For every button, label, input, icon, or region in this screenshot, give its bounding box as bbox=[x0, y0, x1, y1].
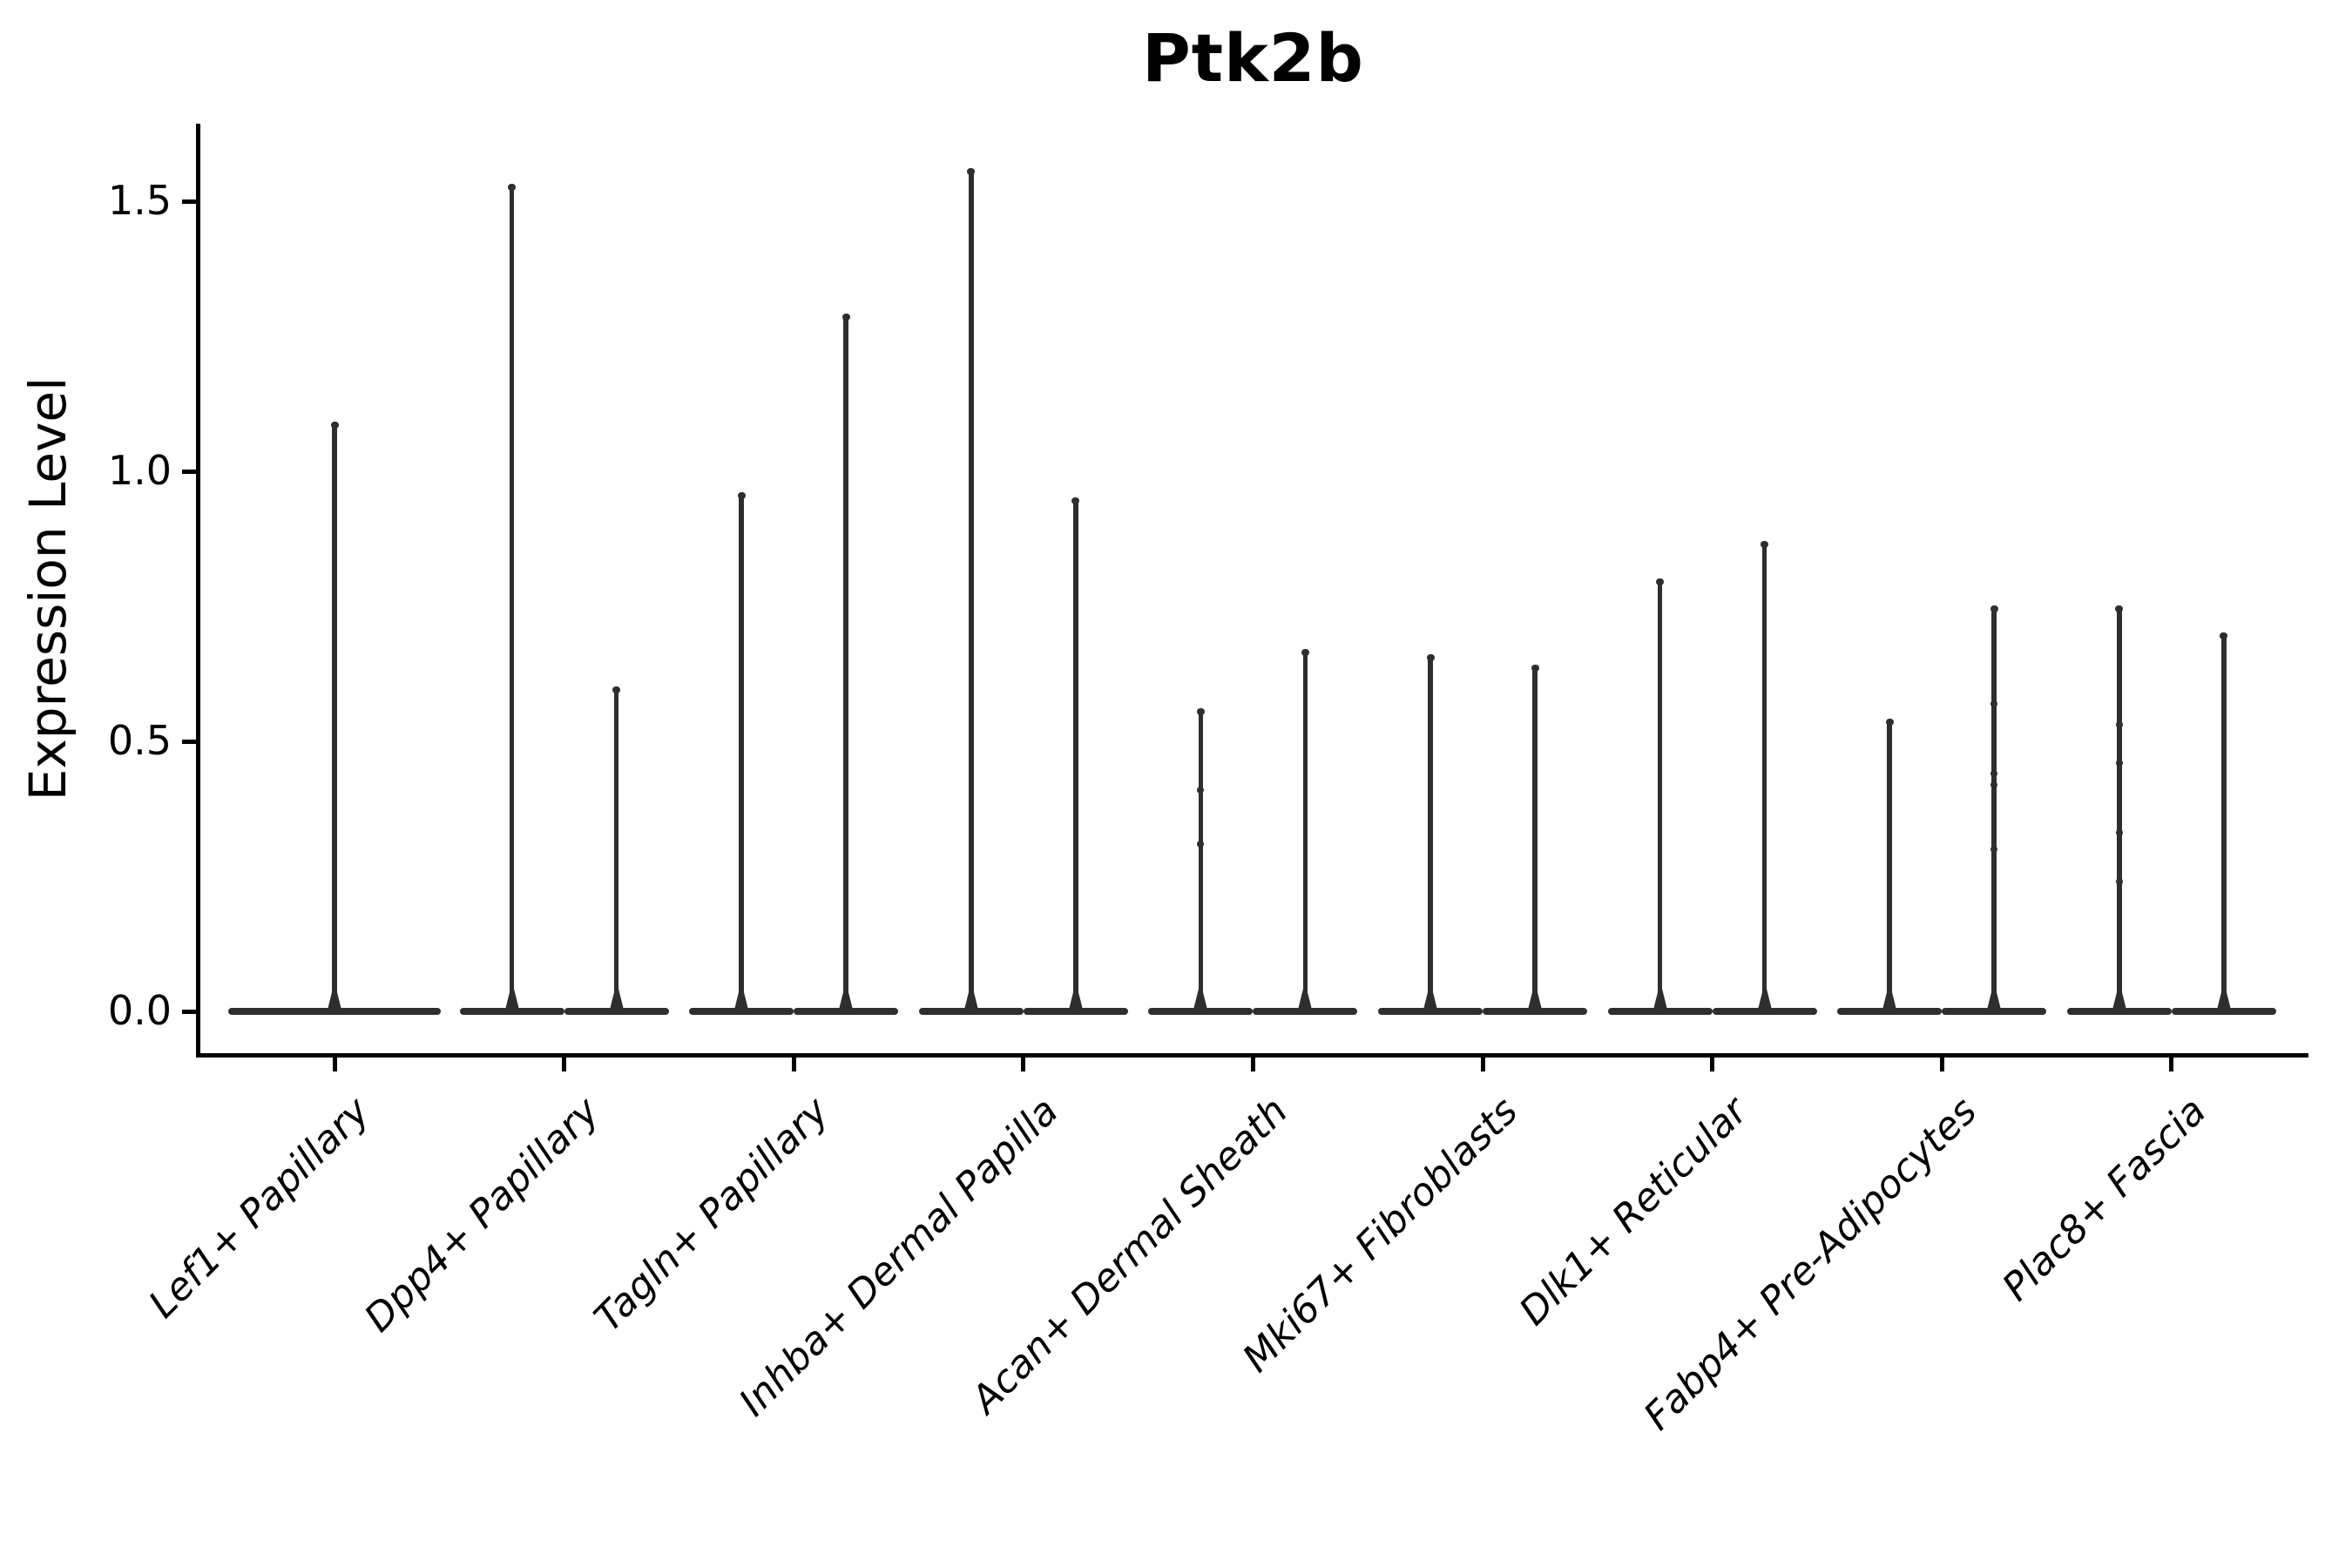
violin-spike bbox=[1428, 654, 1433, 1011]
x-tick-mark bbox=[1710, 1057, 1715, 1071]
x-tick-label-7: Dlk1+ Reticular bbox=[1511, 1089, 1756, 1335]
y-tick-mark bbox=[182, 199, 196, 204]
x-tick-label-9: Plac8+ Fascia bbox=[1994, 1089, 2215, 1310]
violin-bead bbox=[2115, 721, 2123, 729]
y-tick-mark bbox=[182, 1009, 196, 1014]
y-tick-label: 0.0 bbox=[107, 986, 172, 1034]
violin-spike-tip bbox=[841, 314, 850, 321]
y-axis-label: Expression Level bbox=[13, 0, 83, 1460]
violin-spike bbox=[843, 314, 848, 1011]
violin-spike-tip bbox=[1656, 578, 1665, 585]
violin-bead bbox=[2115, 878, 2123, 886]
y-axis-spine bbox=[195, 124, 200, 1058]
y-tick-label: 1.5 bbox=[107, 176, 172, 224]
violin-spike-tip bbox=[612, 686, 621, 693]
violin-spike-tip bbox=[508, 184, 517, 192]
violin-spike-tip bbox=[2115, 605, 2124, 612]
violin-spike bbox=[2221, 633, 2227, 1011]
violin-bead bbox=[2115, 759, 2123, 767]
violin-spike-tip bbox=[1885, 719, 1894, 727]
violin-spike bbox=[332, 422, 337, 1011]
x-tick-mark bbox=[2169, 1057, 2174, 1071]
y-tick-label: 0.5 bbox=[107, 716, 172, 764]
violin-spike bbox=[969, 168, 974, 1011]
violin-spike bbox=[1198, 708, 1204, 1011]
violin-spike bbox=[1073, 498, 1078, 1011]
x-tick-mark bbox=[1480, 1057, 1485, 1071]
chart-title: Ptk2b bbox=[1142, 19, 1364, 97]
x-tick-mark bbox=[1939, 1057, 1944, 1071]
violin-spike bbox=[2117, 606, 2122, 1011]
violin-spike bbox=[1532, 666, 1538, 1011]
violin-spike bbox=[739, 492, 744, 1011]
violin-spike-tip bbox=[1531, 665, 1539, 672]
x-tick-label-3: Tagln+ Papillary bbox=[585, 1089, 838, 1341]
violin-bead bbox=[1990, 846, 1998, 853]
violin-spike bbox=[1887, 720, 1892, 1011]
violin-spike bbox=[1657, 579, 1663, 1011]
y-tick-mark bbox=[182, 739, 196, 744]
violin-spike-tip bbox=[1301, 648, 1309, 656]
violin-spike-tip bbox=[1196, 707, 1205, 715]
y-axis-label-text: Expression Level bbox=[18, 376, 78, 801]
x-tick-mark bbox=[1021, 1057, 1026, 1071]
violin-bead bbox=[1990, 700, 1998, 707]
x-tick-mark bbox=[791, 1057, 796, 1071]
violin-spike-tip bbox=[2220, 632, 2228, 639]
violin-spike-tip bbox=[737, 491, 746, 499]
violin-spike bbox=[1991, 606, 1997, 1011]
violin-spike-tip bbox=[1990, 605, 1998, 612]
violin-spike-tip bbox=[1426, 653, 1435, 661]
violin-spike bbox=[509, 185, 515, 1011]
violin-bead bbox=[1990, 770, 1998, 778]
y-tick-label: 1.0 bbox=[107, 446, 172, 494]
violin-bead bbox=[1990, 781, 1998, 788]
violin-spike bbox=[613, 687, 619, 1011]
x-tick-mark bbox=[332, 1057, 337, 1071]
violin-spike-tip bbox=[967, 167, 976, 175]
violin-spike-tip bbox=[330, 422, 339, 429]
y-tick-mark bbox=[182, 469, 196, 474]
violin-bead bbox=[1197, 786, 1205, 794]
x-tick-label-2: Dpp4+ Papillary bbox=[355, 1089, 608, 1342]
x-tick-mark bbox=[1250, 1057, 1255, 1071]
x-tick-label-1: Lef1+ Papillary bbox=[140, 1089, 379, 1328]
x-axis-spine bbox=[195, 1052, 2308, 1058]
violin-spike bbox=[1302, 649, 1308, 1011]
violin-bead bbox=[1197, 840, 1205, 848]
violin-spike-tip bbox=[1761, 540, 1769, 548]
violin-spike-tip bbox=[1071, 497, 1080, 504]
violin-bead bbox=[2115, 829, 2123, 837]
x-tick-mark bbox=[562, 1057, 567, 1071]
violin-spike bbox=[1761, 541, 1767, 1011]
